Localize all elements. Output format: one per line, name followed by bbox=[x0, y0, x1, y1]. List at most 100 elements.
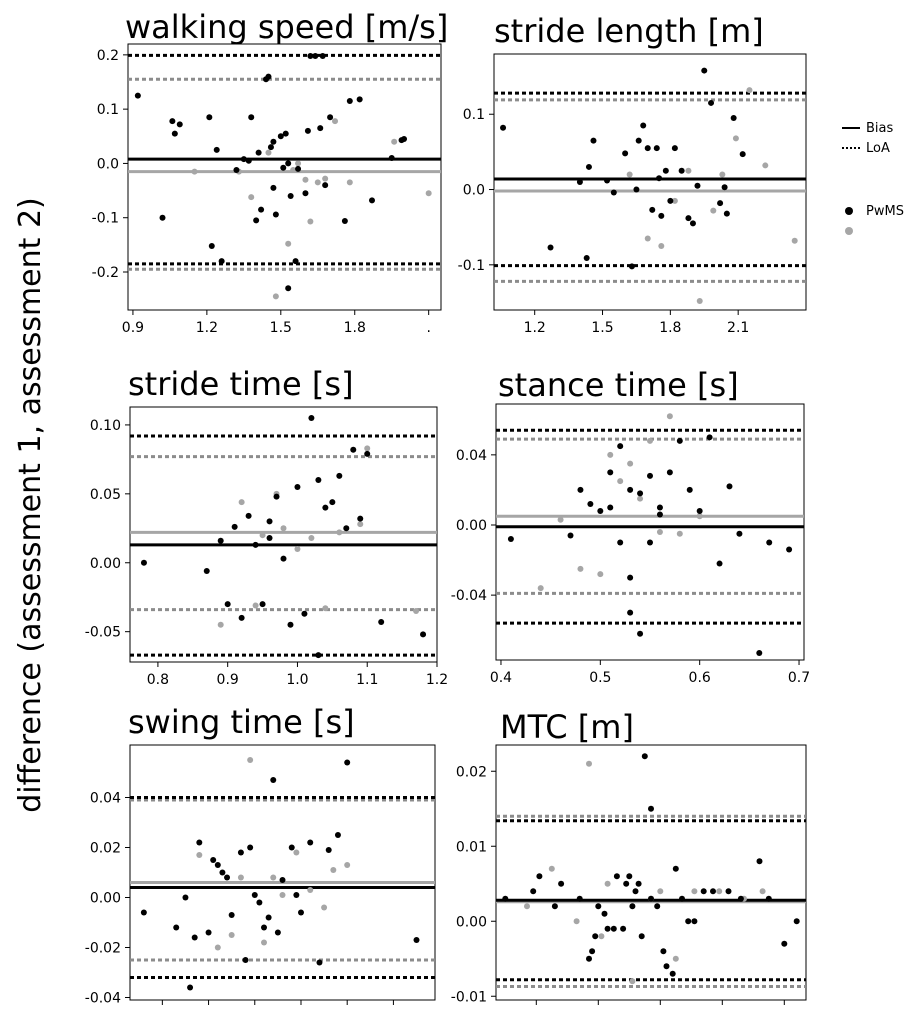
data-point-pwms bbox=[587, 500, 594, 507]
x-tick-label: 1.5 bbox=[591, 320, 613, 336]
data-point-pwms bbox=[723, 210, 730, 217]
panel-stride-length: stride length [m] -0.1 0.0 0.1 1.2 1.5 1.8 2.1 bbox=[458, 12, 807, 336]
data-point-pwms bbox=[240, 156, 247, 163]
data-point-pwms bbox=[231, 523, 238, 530]
data-point-pwms bbox=[218, 258, 225, 265]
data-point-pwms bbox=[592, 933, 599, 940]
y-tick-label: -0.02 bbox=[85, 941, 121, 957]
data-point-pwms bbox=[315, 652, 322, 659]
data-point-pwms bbox=[258, 206, 265, 213]
data-point-other bbox=[191, 168, 198, 175]
data-point-other bbox=[322, 175, 329, 182]
data-point-pwms bbox=[280, 555, 287, 562]
data-point-pwms bbox=[685, 918, 692, 925]
data-point-pwms bbox=[547, 244, 554, 251]
data-point-pwms bbox=[206, 114, 213, 121]
data-point-other bbox=[295, 160, 302, 167]
x-tick-label: 0.6 bbox=[689, 670, 711, 686]
data-point-pwms bbox=[530, 888, 537, 895]
data-point-pwms bbox=[640, 122, 647, 129]
data-point-pwms bbox=[710, 888, 716, 895]
legend-loa-label: LoA bbox=[866, 141, 890, 156]
data-point-pwms bbox=[667, 197, 674, 204]
data-point-pwms bbox=[765, 895, 772, 902]
data-point-other bbox=[746, 87, 753, 94]
data-point-pwms bbox=[364, 450, 371, 457]
x-tick-label: 1.2 bbox=[196, 320, 218, 336]
data-point-pwms bbox=[237, 849, 244, 856]
data-point-pwms bbox=[267, 144, 274, 151]
data-point-pwms bbox=[259, 601, 266, 608]
data-point-pwms bbox=[721, 184, 728, 191]
panel-title: stride time [s] bbox=[128, 365, 354, 403]
data-point-pwms bbox=[694, 182, 701, 189]
legend-pwms-marker bbox=[845, 207, 853, 215]
data-point-other bbox=[604, 880, 611, 887]
data-point-pwms bbox=[205, 929, 212, 936]
data-point-pwms bbox=[266, 534, 273, 541]
data-point-pwms bbox=[208, 242, 215, 249]
data-point-pwms bbox=[307, 52, 314, 59]
data-point-pwms bbox=[173, 924, 180, 931]
legend-points: PwMS bbox=[845, 204, 904, 235]
data-point-pwms bbox=[273, 493, 280, 500]
data-point-pwms bbox=[700, 888, 707, 895]
data-point-pwms bbox=[325, 847, 332, 853]
data-point-pwms bbox=[245, 512, 252, 519]
data-point-pwms bbox=[312, 52, 319, 59]
data-point-pwms bbox=[662, 167, 669, 174]
y-tick-label: 0.0 bbox=[463, 183, 485, 199]
data-point-pwms bbox=[253, 217, 260, 224]
data-point-other bbox=[710, 207, 717, 214]
data-point-pwms bbox=[597, 507, 604, 514]
data-point-pwms bbox=[672, 865, 679, 872]
data-point-pwms bbox=[134, 92, 141, 99]
panel-walking-speed: walking speed [m/s] -0.2 -0.1 0.0 0.1 0.2 0.9… bbox=[92, 8, 449, 336]
data-point-pwms bbox=[316, 959, 323, 966]
x-tick-label: 0.7 bbox=[788, 670, 810, 686]
data-point-other bbox=[759, 888, 766, 895]
data-point-other bbox=[627, 460, 634, 467]
data-point-pwms bbox=[736, 530, 743, 537]
data-point-pwms bbox=[279, 877, 286, 883]
data-point-pwms bbox=[716, 560, 723, 567]
data-point-pwms bbox=[648, 895, 654, 902]
data-point-other bbox=[302, 176, 309, 183]
data-point-pwms bbox=[285, 285, 292, 292]
plot-frame bbox=[127, 43, 442, 311]
data-point-other bbox=[597, 571, 604, 578]
data-point-pwms bbox=[307, 839, 314, 846]
data-point-other bbox=[322, 605, 329, 612]
data-point-pwms bbox=[196, 839, 203, 846]
data-point-pwms bbox=[739, 151, 746, 158]
data-point-other bbox=[307, 887, 314, 893]
data-point-pwms bbox=[171, 130, 178, 137]
y-tick-label: -0.04 bbox=[451, 588, 487, 604]
data-point-other bbox=[548, 865, 555, 872]
data-point-pwms bbox=[613, 873, 620, 880]
data-point-pwms bbox=[191, 934, 198, 941]
data-point-other bbox=[691, 888, 698, 895]
data-point-pwms bbox=[322, 504, 329, 511]
data-point-pwms bbox=[176, 121, 183, 128]
data-point-other bbox=[425, 190, 432, 197]
data-point-pwms bbox=[610, 925, 617, 932]
data-point-pwms bbox=[213, 146, 220, 153]
x-tick-label: 1.8 bbox=[659, 320, 681, 336]
data-point-pwms bbox=[663, 963, 670, 970]
data-point-pwms bbox=[140, 909, 147, 916]
data-point-pwms bbox=[669, 970, 676, 977]
data-point-other bbox=[214, 944, 221, 951]
y-tick-label: 0.00 bbox=[456, 518, 487, 534]
data-point-pwms bbox=[786, 546, 793, 553]
x-tick-label: 0.9 bbox=[217, 672, 239, 688]
data-point-pwms bbox=[641, 753, 648, 760]
data-point-pwms bbox=[210, 857, 217, 863]
data-point-pwms bbox=[248, 114, 255, 121]
y-tick-label: 0.1 bbox=[97, 102, 119, 118]
y-tick-label: 0.02 bbox=[456, 764, 487, 780]
data-point-pwms bbox=[610, 189, 617, 196]
y-axis-label: difference (assessment 1, assessment 2) bbox=[13, 197, 48, 813]
data-point-pwms bbox=[635, 880, 642, 887]
data-point-other bbox=[577, 565, 584, 572]
